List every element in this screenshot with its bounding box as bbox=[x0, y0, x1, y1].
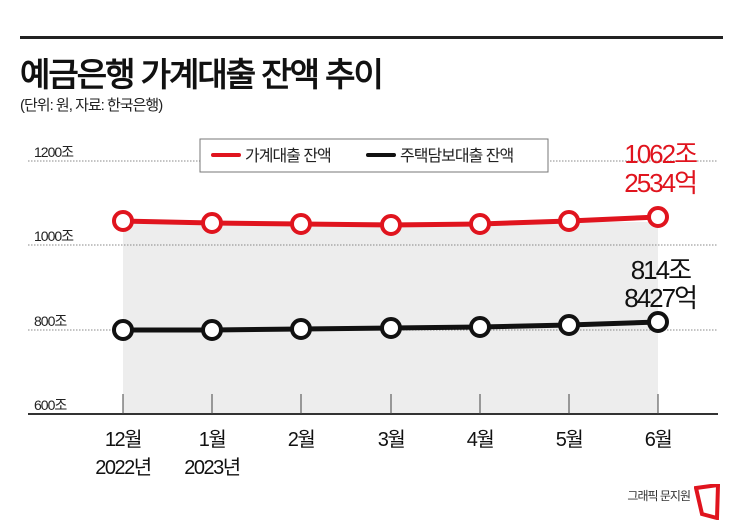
x-label-mar: 3월 bbox=[378, 428, 405, 451]
x-label-feb: 2월 bbox=[288, 428, 315, 451]
data-point bbox=[558, 314, 580, 336]
data-point bbox=[201, 212, 223, 234]
x-label-apr: 4월 bbox=[467, 428, 494, 451]
y-tick-1000: 1000조 bbox=[34, 228, 74, 244]
legend-label-household: 가계대출 잔액 bbox=[245, 147, 331, 165]
data-point bbox=[380, 214, 402, 236]
data-point bbox=[290, 213, 312, 235]
data-point bbox=[469, 316, 491, 338]
data-point bbox=[380, 317, 402, 339]
graphic-credit: 그래픽 문지원 bbox=[627, 489, 691, 503]
x-axis-ticks bbox=[122, 394, 659, 414]
series-household-loans bbox=[112, 206, 669, 236]
series-mortgage-loans bbox=[112, 311, 669, 341]
legend: 가계대출 잔액 주택담보대출 잔액 bbox=[199, 138, 549, 173]
x-label-jan-year: 2023년 bbox=[184, 456, 239, 479]
y-tick-800: 800조 bbox=[34, 313, 67, 329]
annotation-mortgage-value-line1: 814조 bbox=[631, 255, 691, 285]
data-point bbox=[469, 213, 491, 235]
x-label-dec-year: 2022년 bbox=[95, 456, 150, 479]
chart-subtitle: (단위: 원, 자료: 한국은행) bbox=[20, 97, 163, 114]
legend-label-mortgage: 주택담보대출 잔액 bbox=[400, 147, 513, 165]
annotation-household-value-line2: 2534억 bbox=[624, 168, 696, 198]
data-point bbox=[558, 210, 580, 232]
data-point bbox=[290, 318, 312, 340]
data-point bbox=[647, 311, 669, 333]
data-point bbox=[112, 210, 134, 232]
top-rule bbox=[20, 36, 723, 39]
x-label-may: 5월 bbox=[556, 428, 583, 451]
x-label-jun: 6월 bbox=[645, 428, 672, 451]
annotation-mortgage-value-line2: 8427억 bbox=[624, 283, 696, 313]
chart-title: 예금은행 가계대출 잔액 추이 bbox=[20, 56, 384, 93]
y-tick-600: 600조 bbox=[34, 397, 67, 413]
data-point bbox=[647, 206, 669, 228]
data-point bbox=[112, 319, 134, 341]
x-label-jan: 1월 bbox=[199, 428, 226, 451]
y-tick-1200: 1200조 bbox=[34, 144, 74, 160]
data-point bbox=[201, 319, 223, 341]
x-axis-labels: 12월 2022년 1월 2023년 2월 3월 4월 5월 6월 bbox=[95, 428, 673, 479]
publisher-logo-icon bbox=[694, 484, 720, 520]
annotation-household-value-line1: 1062조 bbox=[624, 139, 697, 169]
x-label-dec: 12월 bbox=[105, 428, 141, 451]
